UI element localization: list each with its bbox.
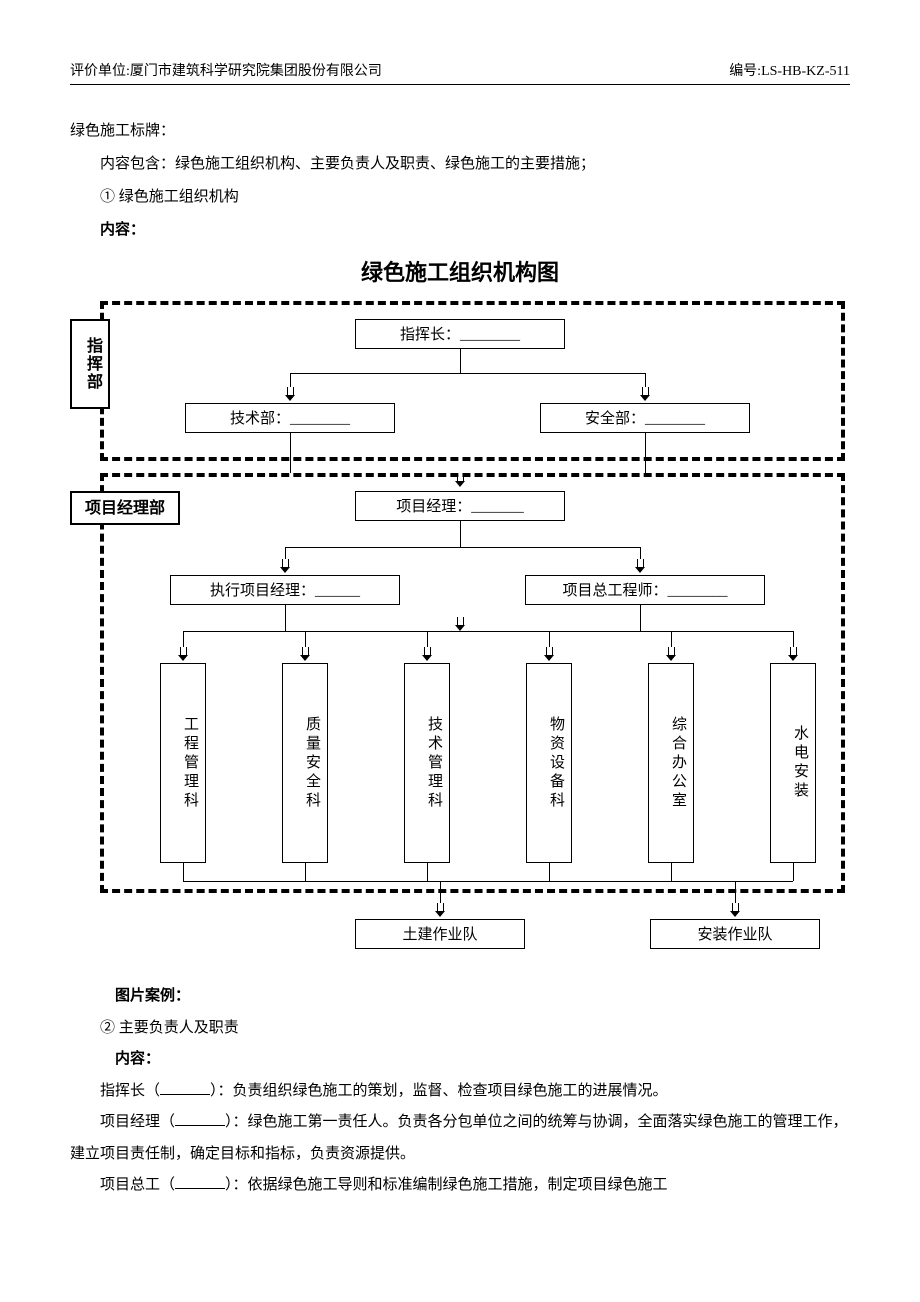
connector-v [549,863,550,881]
connector-h [290,373,645,374]
connector-v [793,631,794,647]
connector-v [735,881,736,903]
arrow-down-icon [666,647,677,661]
group-label: 指挥部 [70,319,110,409]
page-header: 评价单位:厦门市建筑科学研究院集团股份有限公司 编号:LS-HB-KZ-511 [70,60,850,85]
arrow-down-icon [422,647,433,661]
arrow-down-icon [178,647,189,661]
blank-field [160,1080,210,1095]
org-chart: 指挥部项目经理部 指挥长：________ 技术部：________ 安全部：____… [70,301,850,971]
group-g2 [100,473,845,893]
org-node: 安全部：________ [540,403,750,433]
header-right: 编号:LS-HB-KZ-511 [729,60,850,80]
arrow-down-icon [730,903,741,917]
connector-v [793,863,794,881]
connector-v [285,605,286,631]
section2: 图片案例： ② 主要负责人及职责 内容： 指挥长（）：负责组织绿色施工的策划，监… [70,981,850,1202]
org-node: 指挥长：________ [355,319,565,349]
arrow-down-icon [455,473,466,487]
connector-v [460,521,461,547]
connector-v [290,373,291,387]
org-node: 安装作业队 [650,919,820,949]
connector-v [440,881,441,903]
arrow-down-icon [640,387,651,401]
connector-v [183,631,184,647]
connector-v [640,605,641,631]
connector-h [183,631,793,632]
arrow-down-icon [455,617,466,631]
intro-line1: 绿色施工标牌： [70,115,850,148]
connector-h [183,881,793,882]
org-dept-node: 水电安装 [770,663,816,863]
arrow-down-icon [435,903,446,917]
sec2-content-label: 内容： [70,1044,850,1076]
connector-v [640,547,641,559]
org-node: 项目经理：_______ [355,491,565,521]
intro-line4: 内容： [70,214,850,247]
sec2-p2: 项目经理（）：绿色施工第一责任人。负责各分包单位之间的统筹与协调，全面落实绿色施… [70,1107,850,1170]
arrow-down-icon [300,647,311,661]
intro-line3: ① 绿色施工组织机构 [70,181,850,214]
org-node: 执行项目经理：______ [170,575,400,605]
arrow-down-icon [635,559,646,573]
connector-v [427,631,428,647]
arrow-down-icon [544,647,555,661]
blank-field [175,1111,225,1126]
blank-field [175,1174,225,1189]
connector-v [645,433,646,473]
header-left: 评价单位:厦门市建筑科学研究院集团股份有限公司 [70,60,382,80]
org-dept-node: 质量安全科 [282,663,328,863]
img-caption: 图片案例： [70,981,850,1013]
connector-v [305,863,306,881]
arrow-down-icon [285,387,296,401]
connector-v [645,373,646,387]
chart-title: 绿色施工组织机构图 [70,255,850,287]
connector-h [285,547,640,548]
connector-v [285,547,286,559]
intro-line2: 内容包含：绿色施工组织机构、主要负责人及职责、绿色施工的主要措施； [70,148,850,181]
connector-v [305,631,306,647]
connector-v [183,863,184,881]
org-dept-node: 物资设备科 [526,663,572,863]
arrow-down-icon [788,647,799,661]
org-node: 技术部：________ [185,403,395,433]
org-dept-node: 工程管理科 [160,663,206,863]
sec2-p1: 指挥长（）：负责组织绿色施工的策划，监督、检查项目绿色施工的进展情况。 [70,1076,850,1108]
connector-v [671,863,672,881]
connector-v [549,631,550,647]
group-label: 项目经理部 [70,491,180,525]
org-dept-node: 技术管理科 [404,663,450,863]
org-node: 项目总工程师：________ [525,575,765,605]
sec2-heading: ② 主要负责人及职责 [70,1013,850,1045]
arrow-down-icon [280,559,291,573]
org-dept-node: 综合办公室 [648,663,694,863]
connector-v [671,631,672,647]
connector-v [460,349,461,373]
sec2-p3: 项目总工（）：依据绿色施工导则和标准编制绿色施工措施，制定项目绿色施工 [70,1170,850,1202]
connector-v [290,433,291,473]
connector-v [427,863,428,881]
intro-block: 绿色施工标牌： 内容包含：绿色施工组织机构、主要负责人及职责、绿色施工的主要措施… [70,115,850,247]
org-node: 土建作业队 [355,919,525,949]
